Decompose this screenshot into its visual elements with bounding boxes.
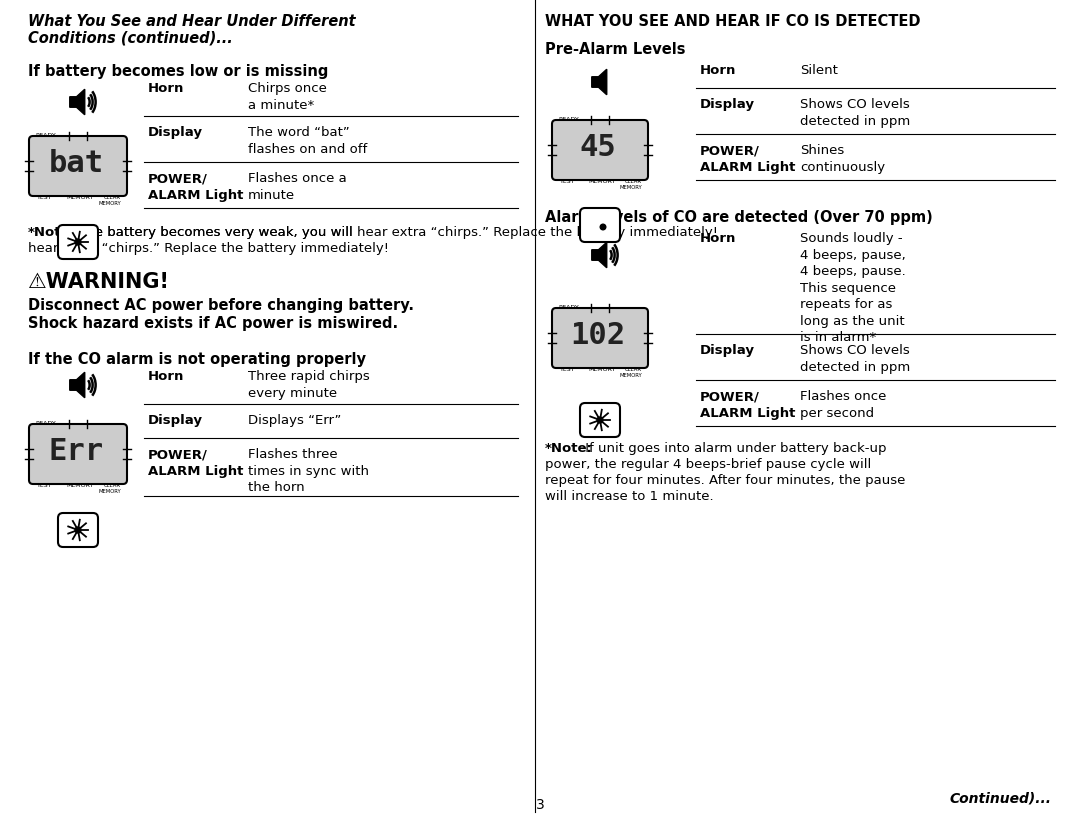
Text: If unit goes into alarm under battery back-up: If unit goes into alarm under battery ba… — [581, 442, 887, 455]
Text: Err: Err — [49, 436, 104, 465]
Text: Chirps once
a minute*: Chirps once a minute* — [248, 82, 327, 112]
Text: Silent: Silent — [800, 64, 838, 77]
Text: Shock hazard exists if AC power is miswired.: Shock hazard exists if AC power is miswi… — [28, 316, 399, 331]
Text: CLEAR
MEMORY: CLEAR MEMORY — [98, 483, 121, 494]
Text: MEMORY: MEMORY — [589, 179, 616, 184]
Polygon shape — [592, 242, 607, 268]
Circle shape — [600, 224, 606, 230]
Text: Flashes once a
minute: Flashes once a minute — [248, 172, 347, 202]
Text: Display: Display — [148, 414, 203, 427]
Text: The word “bat”
flashes on and off: The word “bat” flashes on and off — [248, 126, 367, 155]
Text: Horn: Horn — [148, 370, 185, 383]
Text: Display: Display — [700, 344, 755, 357]
Text: Flashes three
times in sync with
the horn: Flashes three times in sync with the hor… — [248, 448, 369, 494]
Circle shape — [597, 417, 603, 423]
Text: ⚠WARNING!: ⚠WARNING! — [28, 272, 170, 292]
Polygon shape — [70, 372, 84, 398]
Text: POWER/
ALARM Light: POWER/ ALARM Light — [148, 172, 243, 202]
Text: Pre-Alarm Levels: Pre-Alarm Levels — [545, 42, 686, 57]
Text: power, the regular 4 beeps-brief pause cycle will: power, the regular 4 beeps-brief pause c… — [545, 458, 872, 471]
Text: What You See and Hear Under Different: What You See and Hear Under Different — [28, 14, 355, 29]
Text: READY: READY — [35, 133, 56, 138]
Text: 3: 3 — [536, 798, 544, 812]
Text: *Note:: *Note: — [28, 226, 76, 239]
Text: TEST: TEST — [561, 367, 576, 372]
Text: CLEAR
MEMORY: CLEAR MEMORY — [98, 195, 121, 206]
Text: If the battery becomes very weak, you will: If the battery becomes very weak, you wi… — [64, 226, 353, 239]
Text: MEMORY: MEMORY — [589, 367, 616, 372]
Text: Alarm levels of CO are detected (Over 70 ppm): Alarm levels of CO are detected (Over 70… — [545, 210, 933, 225]
FancyBboxPatch shape — [29, 424, 127, 484]
Text: Display: Display — [148, 126, 203, 139]
Text: Horn: Horn — [700, 232, 737, 245]
Text: POWER/
ALARM Light: POWER/ ALARM Light — [700, 390, 795, 420]
Text: Disconnect AC power before changing battery.: Disconnect AC power before changing batt… — [28, 298, 414, 313]
FancyBboxPatch shape — [29, 136, 127, 196]
Text: hear extra “chirps.” Replace the battery immediately!: hear extra “chirps.” Replace the battery… — [28, 242, 389, 255]
Text: Displays “Err”: Displays “Err” — [248, 414, 341, 427]
Text: CLEAR
MEMORY: CLEAR MEMORY — [619, 367, 642, 378]
FancyBboxPatch shape — [580, 403, 620, 437]
Text: Shines
continuously: Shines continuously — [800, 144, 886, 173]
FancyBboxPatch shape — [580, 208, 620, 242]
Text: Flashes once
per second: Flashes once per second — [800, 390, 887, 420]
Text: Continued)...: Continued)... — [950, 792, 1052, 806]
Text: MEMORY: MEMORY — [66, 483, 94, 488]
Text: TEST: TEST — [561, 179, 576, 184]
Text: Horn: Horn — [148, 82, 185, 95]
Text: Display: Display — [700, 98, 755, 111]
Text: Shows CO levels
detected in ppm: Shows CO levels detected in ppm — [800, 344, 910, 374]
Text: Sounds loudly -
4 beeps, pause,
4 beeps, pause.
This sequence
repeats for as
lon: Sounds loudly - 4 beeps, pause, 4 beeps,… — [800, 232, 906, 344]
Text: Horn: Horn — [700, 64, 737, 77]
Text: READY: READY — [558, 305, 579, 310]
Text: READY: READY — [558, 117, 579, 122]
Text: repeat for four minutes. After four minutes, the pause: repeat for four minutes. After four minu… — [545, 474, 905, 487]
Text: READY: READY — [35, 421, 56, 426]
Text: POWER/
ALARM Light: POWER/ ALARM Light — [148, 448, 243, 478]
Text: TEST: TEST — [37, 483, 53, 488]
Text: 45: 45 — [580, 133, 617, 162]
Polygon shape — [592, 69, 607, 95]
Text: will increase to 1 minute.: will increase to 1 minute. — [545, 490, 714, 503]
Text: If the battery becomes very weak, you will hear extra “chirps.” Replace the batt: If the battery becomes very weak, you wi… — [64, 226, 718, 239]
Text: bat: bat — [49, 148, 104, 178]
Text: Three rapid chirps
every minute: Three rapid chirps every minute — [248, 370, 369, 399]
Polygon shape — [70, 89, 84, 115]
FancyBboxPatch shape — [552, 120, 648, 180]
Text: Conditions (continued)...: Conditions (continued)... — [28, 30, 233, 45]
FancyBboxPatch shape — [552, 308, 648, 368]
Text: MEMORY: MEMORY — [66, 195, 94, 200]
Text: If the CO alarm is not operating properly: If the CO alarm is not operating properl… — [28, 352, 366, 367]
Text: *Note:: *Note: — [545, 442, 593, 455]
Circle shape — [75, 527, 81, 533]
Text: If battery becomes low or is missing: If battery becomes low or is missing — [28, 64, 328, 79]
Text: Shows CO levels
detected in ppm: Shows CO levels detected in ppm — [800, 98, 910, 128]
Text: POWER/
ALARM Light: POWER/ ALARM Light — [700, 144, 795, 173]
Text: TEST: TEST — [37, 195, 53, 200]
Text: CLEAR
MEMORY: CLEAR MEMORY — [619, 179, 642, 190]
Text: 102: 102 — [570, 320, 625, 349]
Circle shape — [75, 239, 81, 245]
FancyBboxPatch shape — [58, 513, 98, 547]
FancyBboxPatch shape — [58, 225, 98, 259]
Text: WHAT YOU SEE AND HEAR IF CO IS DETECTED: WHAT YOU SEE AND HEAR IF CO IS DETECTED — [545, 14, 920, 29]
